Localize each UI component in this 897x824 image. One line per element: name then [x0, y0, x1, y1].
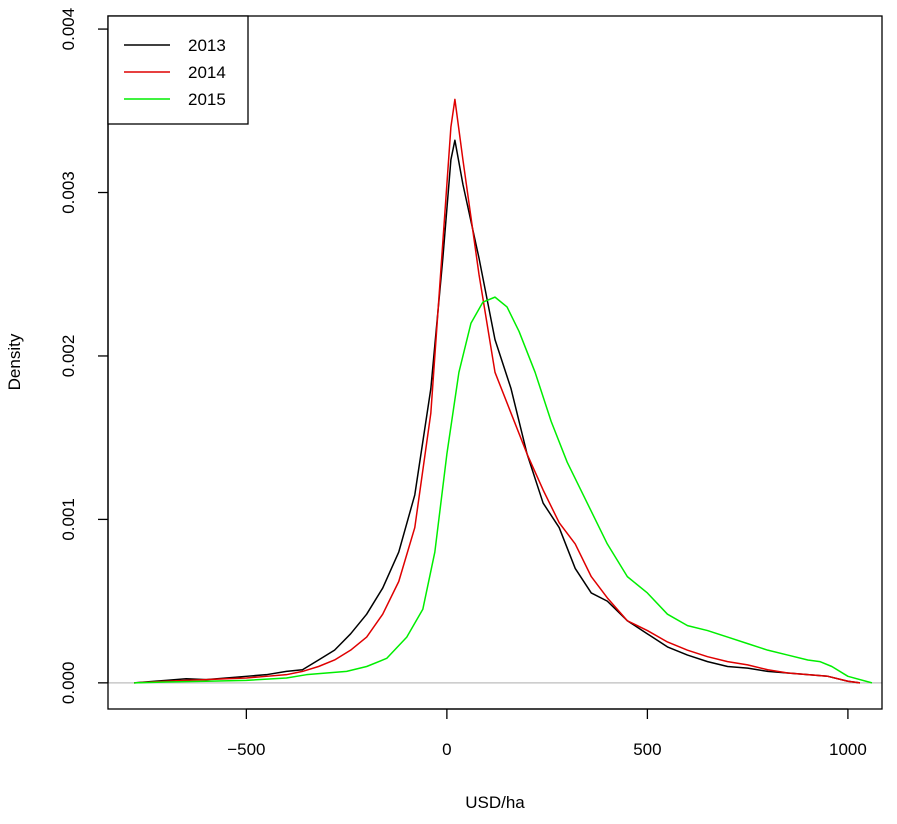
legend-box	[107, 15, 249, 125]
y-tick-label: 0.001	[59, 498, 78, 541]
y-tick-label: 0.002	[59, 335, 78, 378]
legend-label-2014: 2014	[188, 63, 226, 82]
x-tick-label: 0	[442, 740, 451, 759]
y-tick-label: 0.004	[59, 8, 78, 51]
x-axis-label: USD/ha	[465, 793, 525, 812]
series-line-2015	[134, 296, 873, 684]
x-tick-label: −500	[227, 740, 265, 759]
legend: 2013 2014 2015	[107, 15, 249, 125]
y-tick-label: 0.000	[59, 662, 78, 705]
series-layer	[134, 98, 873, 684]
x-tick-label: 1000	[829, 740, 867, 759]
y-axis: 0.000 0.001 0.002 0.003 0.004	[59, 8, 109, 705]
series-line-2013	[134, 139, 861, 684]
x-axis: −500 0 500 1000	[227, 708, 867, 759]
series-line-2014	[134, 98, 861, 684]
y-axis-label: Density	[5, 333, 24, 390]
x-tick-label: 500	[633, 740, 661, 759]
legend-label-2013: 2013	[188, 36, 226, 55]
y-tick-label: 0.003	[59, 171, 78, 214]
legend-label-2015: 2015	[188, 90, 226, 109]
